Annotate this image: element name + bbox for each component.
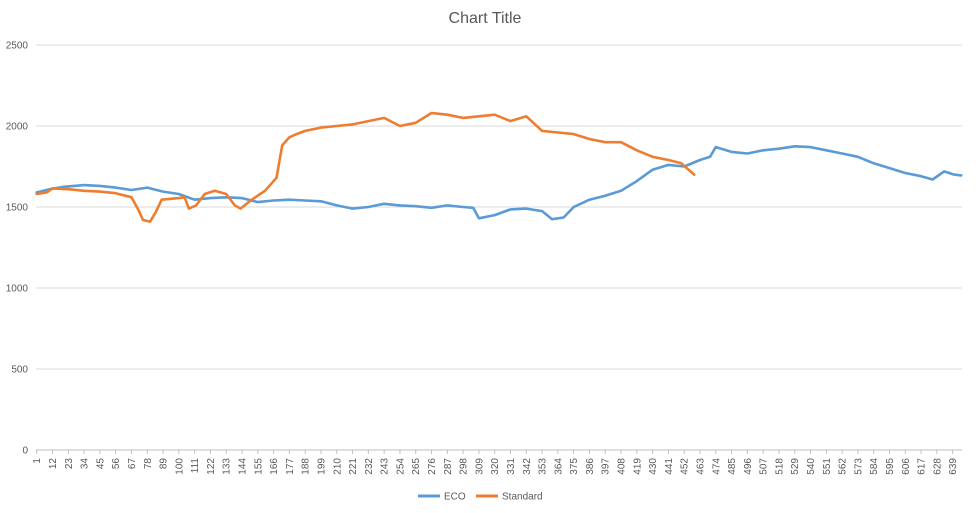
x-tick-label: 144 <box>238 458 249 475</box>
x-tick-label: 595 <box>885 458 896 475</box>
x-tick-label: 375 <box>569 458 580 475</box>
x-tick-label: 463 <box>695 458 706 475</box>
y-tick-label: 2000 <box>6 122 29 133</box>
chart-title: Chart Title <box>449 10 522 27</box>
x-tick-label: 562 <box>838 458 849 475</box>
x-tick-label: 430 <box>648 458 659 475</box>
x-tick-label: 419 <box>632 458 643 475</box>
x-tick-label: 45 <box>95 458 106 470</box>
x-tick-label: 67 <box>127 458 138 470</box>
series-lines <box>35 111 963 223</box>
x-tick-label: 496 <box>743 458 754 475</box>
x-tick-label: 397 <box>601 458 612 475</box>
x-tick-label: 639 <box>948 458 959 475</box>
x-tick-label: 100 <box>174 458 185 475</box>
x-tick-label: 122 <box>206 458 217 475</box>
x-tick-label: 155 <box>253 458 264 475</box>
x-tick-label: 364 <box>553 458 564 475</box>
x-tick-label: 331 <box>506 458 517 475</box>
x-tick-label: 518 <box>774 458 785 475</box>
x-tick-label: 232 <box>364 458 375 475</box>
x-tick-label: 485 <box>727 458 738 475</box>
y-tick-label: 2500 <box>6 41 29 52</box>
x-tick-label: 507 <box>759 458 770 475</box>
y-axis-ticks: 0 500 1000 1500 2000 2500 <box>6 41 29 457</box>
x-tick-label: 133 <box>222 458 233 475</box>
x-tick-label: 177 <box>285 458 296 475</box>
y-tick-label: 1000 <box>6 284 29 295</box>
x-tick-label: 243 <box>380 458 391 475</box>
x-tick-label: 309 <box>474 458 485 475</box>
x-tick-label: 78 <box>143 458 154 470</box>
x-tick-label: 287 <box>443 458 454 475</box>
x-tick-label: 12 <box>48 458 59 470</box>
x-tick-label: 353 <box>538 458 549 475</box>
x-tick-label: 584 <box>869 458 880 475</box>
y-tick-label: 1500 <box>6 203 29 214</box>
x-tick-label: 1 <box>32 458 43 464</box>
y-tick-label: 0 <box>22 446 28 457</box>
x-tick-label: 56 <box>111 458 122 470</box>
x-axis-ticks: 1 12 23 34 45 56 67 78 89 100 111 122 133 144 155 166 17… <box>32 450 959 475</box>
gridlines <box>36 44 962 451</box>
x-tick-label: 199 <box>316 458 327 475</box>
series-line-eco <box>35 145 963 221</box>
x-tick-label: 166 <box>269 458 280 475</box>
x-tick-label: 210 <box>332 458 343 475</box>
x-tick-label: 23 <box>64 458 75 470</box>
x-tick-label: 265 <box>411 458 422 475</box>
x-tick-label: 628 <box>932 458 943 475</box>
x-tick-label: 320 <box>490 458 501 475</box>
x-tick-label: 386 <box>585 458 596 475</box>
legend: ECO Standard <box>418 492 543 503</box>
series-line-standard <box>35 111 696 223</box>
x-tick-label: 529 <box>790 458 801 475</box>
x-tick-label: 89 <box>159 458 170 470</box>
x-tick-label: 540 <box>806 458 817 475</box>
x-tick-label: 474 <box>711 458 722 475</box>
x-tick-label: 298 <box>459 458 470 475</box>
legend-label-standard: Standard <box>502 492 543 503</box>
x-tick-label: 441 <box>664 458 675 475</box>
y-tick-label: 500 <box>11 365 28 376</box>
x-tick-label: 276 <box>427 458 438 475</box>
x-tick-label: 254 <box>395 458 406 475</box>
x-tick-label: 408 <box>617 458 628 475</box>
x-tick-label: 342 <box>522 458 533 475</box>
x-tick-label: 452 <box>680 458 691 475</box>
legend-label-eco: ECO <box>444 492 466 503</box>
x-tick-label: 573 <box>853 458 864 475</box>
x-tick-label: 551 <box>822 458 833 475</box>
x-tick-label: 111 <box>190 458 201 474</box>
x-tick-label: 606 <box>901 458 912 475</box>
x-tick-label: 34 <box>80 458 91 470</box>
x-tick-label: 188 <box>301 458 312 475</box>
x-tick-label: 221 <box>348 458 359 475</box>
x-tick-label: 617 <box>917 458 928 475</box>
